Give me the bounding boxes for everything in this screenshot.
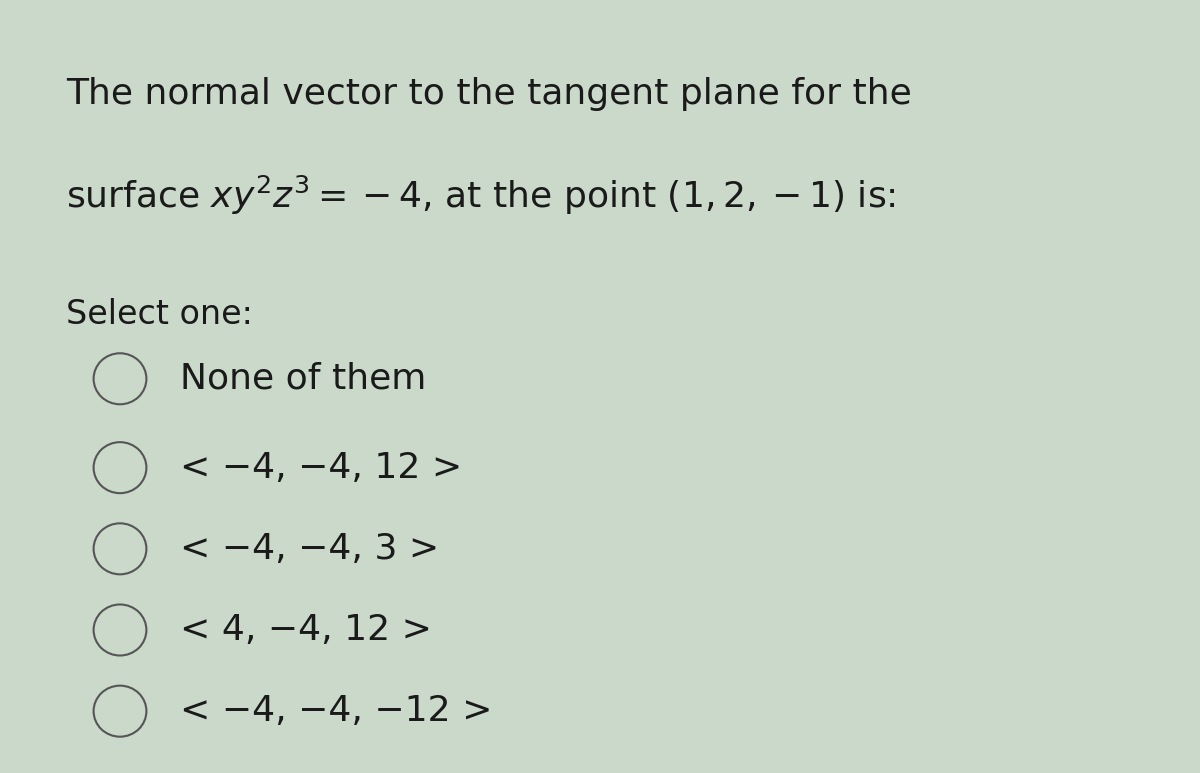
Text: Select one:: Select one:	[66, 298, 253, 331]
Text: < 4, −4, 12 >: < 4, −4, 12 >	[180, 613, 432, 647]
Text: surface $xy^2z^3 = -4$, at the point $(1, 2, -1)$ is:: surface $xy^2z^3 = -4$, at the point $(1…	[66, 174, 896, 217]
Text: < −4, −4, 3 >: < −4, −4, 3 >	[180, 532, 439, 566]
Text: < −4, −4, −12 >: < −4, −4, −12 >	[180, 694, 492, 728]
Text: The normal vector to the tangent plane for the: The normal vector to the tangent plane f…	[66, 77, 912, 111]
Text: None of them: None of them	[180, 362, 426, 396]
Text: < −4, −4, 12 >: < −4, −4, 12 >	[180, 451, 462, 485]
